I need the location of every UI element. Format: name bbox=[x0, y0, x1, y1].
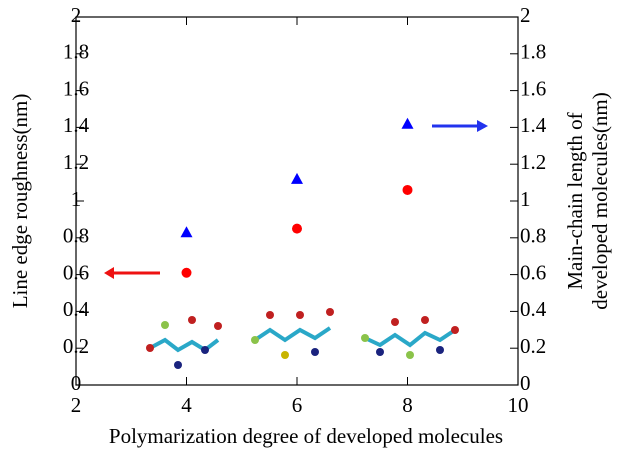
y-tick-label: 1.4 bbox=[63, 113, 90, 137]
y-tick-label: 1.8 bbox=[63, 40, 89, 64]
y-tick-label: 0.4 bbox=[63, 297, 90, 321]
molecule-illustration bbox=[149, 326, 457, 353]
y2-tick-label: 1.6 bbox=[520, 76, 546, 100]
y2-tick-label: 1 bbox=[520, 187, 531, 211]
y2-axis-label: Main-chain length of bbox=[563, 112, 587, 289]
y2-tick-label: 0 bbox=[520, 371, 531, 395]
y2-tick-label: 0.6 bbox=[520, 260, 546, 284]
right-arrow bbox=[432, 120, 488, 132]
y-tick-label: 2 bbox=[71, 3, 82, 27]
x-tick-label: 8 bbox=[402, 393, 413, 417]
point bbox=[401, 117, 414, 129]
y2-axis-label: developed molecules(nm) bbox=[588, 92, 612, 310]
point bbox=[180, 226, 193, 238]
y-tick-label: 1.2 bbox=[63, 150, 89, 174]
y-axis-label: Line edge roughness(nm) bbox=[8, 94, 32, 309]
y2-tick-label: 1.8 bbox=[520, 40, 546, 64]
y2-tick-label: 0.2 bbox=[520, 334, 546, 358]
y-tick-label: 0.8 bbox=[63, 224, 89, 248]
y-tick-label: 0 bbox=[71, 371, 82, 395]
y-tick-label: 0.6 bbox=[63, 260, 89, 284]
y2-tick-label: 1.4 bbox=[520, 113, 547, 137]
y2-tick-label: 0.8 bbox=[520, 224, 546, 248]
point bbox=[402, 184, 413, 195]
x-tick-label: 6 bbox=[292, 393, 303, 417]
y2-tick-label: 0.4 bbox=[520, 297, 547, 321]
y-tick-label: 1.6 bbox=[63, 76, 89, 100]
point bbox=[181, 267, 192, 278]
y-tick-label: 0.2 bbox=[63, 334, 89, 358]
left-arrow bbox=[104, 267, 160, 279]
point bbox=[292, 223, 302, 234]
y-tick-label: 1 bbox=[71, 187, 82, 211]
x-tick-label: 4 bbox=[181, 393, 192, 417]
x-tick-label: 2 bbox=[71, 393, 82, 417]
y2-tick-label: 1.2 bbox=[520, 150, 546, 174]
x-axis-label: Polymarization degree of developed molec… bbox=[109, 424, 503, 448]
molecule-atoms bbox=[146, 308, 459, 369]
y2-tick-label: 2 bbox=[520, 3, 531, 27]
x-tick-label: 10 bbox=[508, 393, 529, 417]
point bbox=[291, 172, 303, 184]
